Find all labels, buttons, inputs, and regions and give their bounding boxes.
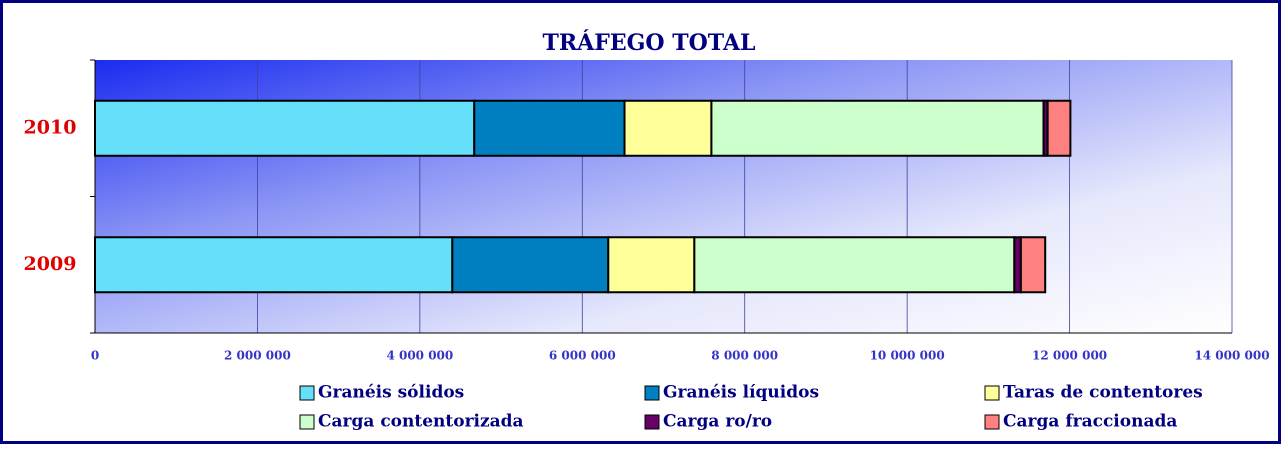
chart-title: TRÁFEGO TOTAL — [543, 29, 756, 56]
bar-segment — [94, 236, 454, 294]
legend-label: Taras de contentores — [1003, 383, 1203, 403]
x-tick-label: 12 000 000 — [1032, 349, 1107, 363]
x-tick-label: 14 000 000 — [1194, 349, 1269, 363]
y-tick-label: 2010 — [24, 116, 77, 138]
bar-segment — [473, 99, 626, 157]
x-tick-label: 2 000 000 — [224, 349, 291, 363]
bar-segment — [94, 99, 476, 157]
legend-label: Granéis sólidos — [318, 383, 464, 403]
x-tick-label: 6 000 000 — [549, 349, 616, 363]
x-tick-label: 4 000 000 — [386, 349, 453, 363]
y-tick-label: 2009 — [24, 253, 77, 275]
legend-swatch — [644, 385, 660, 401]
legend-swatch — [984, 414, 1000, 430]
legend-label: Carga ro/ro — [663, 412, 772, 432]
bar-segment — [1046, 99, 1072, 157]
x-tick-label: 8 000 000 — [711, 349, 778, 363]
legend-swatch — [644, 414, 660, 430]
bar-segment — [1019, 236, 1047, 294]
legend-label: Carga contentorizada — [318, 412, 524, 432]
x-tick-label: 0 — [91, 349, 99, 363]
legend-label: Granéis líquidos — [663, 383, 819, 403]
bar-segment — [623, 99, 713, 157]
legend-swatch — [299, 385, 315, 401]
legend-swatch — [299, 414, 315, 430]
bar-segment — [710, 99, 1045, 157]
legend-label: Carga fraccionada — [1003, 412, 1177, 432]
bar-segment — [451, 236, 610, 294]
bar-segment — [607, 236, 696, 294]
bar-segment — [693, 236, 1016, 294]
x-tick-label: 10 000 000 — [870, 349, 945, 363]
legend-swatch — [984, 385, 1000, 401]
